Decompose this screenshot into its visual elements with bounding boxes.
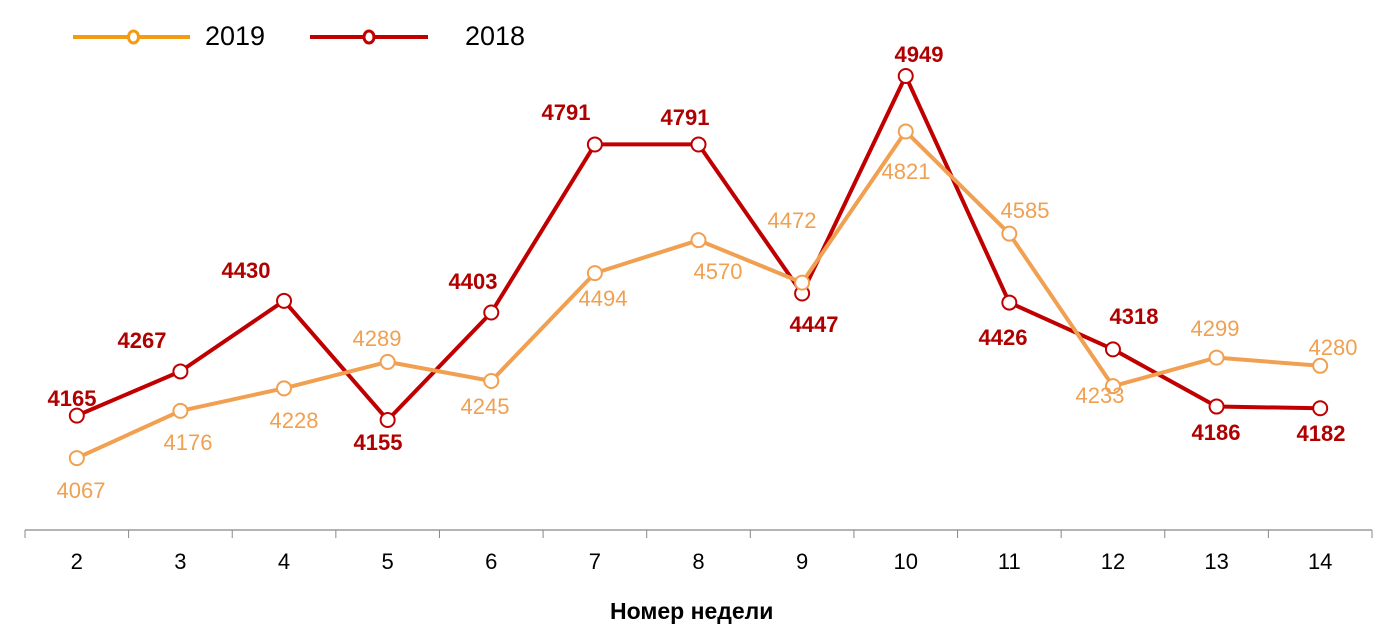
data-label-2019: 4233 bbox=[1076, 383, 1125, 408]
series-2018-marker bbox=[276, 292, 293, 309]
data-label-2019: 4067 bbox=[57, 478, 106, 503]
data-label-2019: 4821 bbox=[882, 159, 931, 184]
data-label-2018: 4791 bbox=[661, 105, 710, 130]
series-2019-marker bbox=[690, 232, 707, 249]
x-tick-label: 7 bbox=[589, 549, 601, 574]
series-2018-marker bbox=[172, 363, 189, 380]
data-label-2018: 4791 bbox=[542, 100, 591, 125]
x-tick-label: 11 bbox=[998, 549, 1021, 574]
legend-marker-icon bbox=[127, 29, 140, 45]
x-tick-label: 6 bbox=[485, 549, 497, 574]
x-axis: 2 3 4 5 6 7 8 9 10 11 12 13 14 bbox=[24, 529, 1373, 574]
x-tick-label: 3 bbox=[174, 549, 186, 574]
data-label-2019: 4570 bbox=[694, 259, 743, 284]
data-label-2018: 4186 bbox=[1192, 420, 1241, 445]
x-tick-label: 4 bbox=[278, 549, 290, 574]
series-2019-marker bbox=[276, 380, 293, 397]
series-2018-marker bbox=[1104, 341, 1121, 358]
series-2018-marker bbox=[68, 407, 85, 424]
x-tick-label: 10 bbox=[893, 549, 917, 574]
data-label-2019: 4585 bbox=[1001, 198, 1050, 223]
data-labels: 4165 4267 4430 4155 4403 4791 4791 4447 4949 4426… bbox=[48, 42, 1358, 503]
series-2018-marker bbox=[897, 68, 914, 84]
data-label-2018: 4447 bbox=[790, 312, 839, 337]
x-tick-label: 5 bbox=[382, 549, 394, 574]
x-tick-label: 13 bbox=[1204, 549, 1228, 574]
series-2019-marker bbox=[586, 265, 603, 282]
x-tick-label: 12 bbox=[1101, 549, 1125, 574]
data-label-2019: 4280 bbox=[1309, 335, 1358, 360]
series-2018-marker bbox=[690, 136, 707, 153]
data-label-2018: 4430 bbox=[222, 258, 271, 283]
data-label-2019: 4289 bbox=[353, 326, 402, 351]
legend-text: 2019 2018 bbox=[0, 18, 1396, 58]
data-label-2019: 4472 bbox=[768, 208, 817, 233]
data-label-2018: 4165 bbox=[48, 386, 97, 411]
series-2018-marker bbox=[1208, 398, 1225, 415]
series-2018-marker bbox=[1312, 400, 1329, 417]
series-2019-marker bbox=[379, 353, 396, 370]
data-label-2019: 4299 bbox=[1191, 316, 1240, 341]
x-tick-label: 14 bbox=[1308, 549, 1332, 574]
data-label-2018: 4182 bbox=[1297, 421, 1346, 446]
data-label-2019: 4494 bbox=[579, 286, 628, 311]
data-label-2018: 4318 bbox=[1110, 304, 1159, 329]
data-label-2019: 4245 bbox=[461, 394, 510, 419]
data-label-2019: 4176 bbox=[164, 430, 213, 455]
series-2019-marker bbox=[1312, 357, 1329, 374]
series-2019-marker bbox=[172, 402, 189, 419]
data-label-2018: 4426 bbox=[979, 325, 1028, 350]
series-2018-marker bbox=[483, 304, 500, 321]
series-2019-marker bbox=[68, 450, 85, 467]
x-tick-label: 9 bbox=[796, 549, 808, 574]
legend-marker-icon bbox=[362, 29, 376, 45]
series-2019-marker bbox=[1208, 349, 1225, 366]
series-2018-marker bbox=[1001, 294, 1018, 311]
series-2018-marker bbox=[586, 136, 603, 153]
plot-area bbox=[68, 68, 1329, 467]
data-label-2018: 4403 bbox=[449, 269, 498, 294]
legend bbox=[73, 29, 428, 45]
x-tick-label: 2 bbox=[71, 549, 83, 574]
data-label-2018: 4949 bbox=[895, 42, 944, 67]
series-2019-marker bbox=[1104, 378, 1121, 395]
series-2018-marker bbox=[379, 411, 396, 428]
data-label-2018: 4267 bbox=[118, 328, 167, 353]
data-label-2018: 4155 bbox=[354, 430, 403, 455]
series-2019-marker bbox=[897, 123, 914, 140]
x-tick-label: 8 bbox=[692, 549, 704, 574]
x-axis-title: Номер недели bbox=[610, 598, 774, 624]
series-2019-marker bbox=[794, 274, 811, 291]
series-2019-marker bbox=[483, 372, 500, 389]
series-2019-line bbox=[75, 129, 1321, 460]
legend-label-2019: 2019 bbox=[205, 21, 266, 51]
series-2019-marker bbox=[1001, 225, 1018, 242]
data-label-2019: 4228 bbox=[270, 408, 319, 433]
legend-label-2018: 2018 bbox=[465, 21, 526, 51]
